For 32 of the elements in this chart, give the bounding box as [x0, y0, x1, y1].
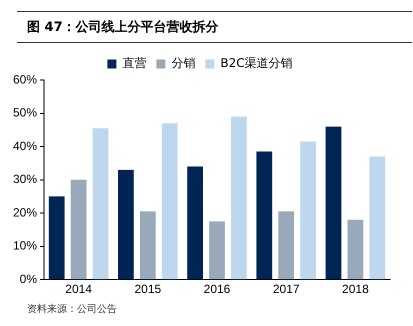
- bar: [70, 180, 87, 280]
- y-tick-label: 50%: [12, 106, 38, 120]
- x-tick-label: 2016: [204, 282, 231, 296]
- bar: [369, 156, 386, 280]
- bar: [209, 221, 225, 280]
- legend-label: 分销: [171, 56, 196, 70]
- y-tick-label: 60%: [12, 72, 38, 86]
- y-tick-label: 0%: [20, 272, 38, 286]
- bar: [187, 166, 203, 280]
- legend-label: B2C渠道分销: [220, 56, 293, 70]
- y-tick-label: 40%: [12, 138, 38, 153]
- y-tick-label: 20%: [12, 205, 38, 220]
- x-tick-label: 2017: [272, 282, 300, 296]
- bar: [300, 142, 316, 280]
- x-tick-label: 2015: [134, 282, 162, 296]
- chart-title: 图 47：公司线上分平台营收拆分: [17, 11, 412, 43]
- y-tick-label: 30%: [12, 172, 38, 186]
- bar: [48, 196, 65, 280]
- bar: [140, 211, 156, 280]
- bar: [278, 211, 294, 280]
- x-tick-label: 2018: [342, 282, 370, 296]
- bar: [162, 123, 178, 280]
- text: 资料来源：公司公告: [27, 302, 117, 316]
- bar: [92, 128, 108, 280]
- legend-label: 直营: [122, 56, 146, 70]
- bar: [118, 170, 134, 280]
- bar: [326, 126, 342, 280]
- y-tick-label: 10%: [12, 238, 38, 253]
- bar: [231, 116, 247, 280]
- bar: [348, 220, 364, 280]
- bar: [256, 152, 272, 280]
- x-tick-label: 2014: [65, 282, 92, 296]
